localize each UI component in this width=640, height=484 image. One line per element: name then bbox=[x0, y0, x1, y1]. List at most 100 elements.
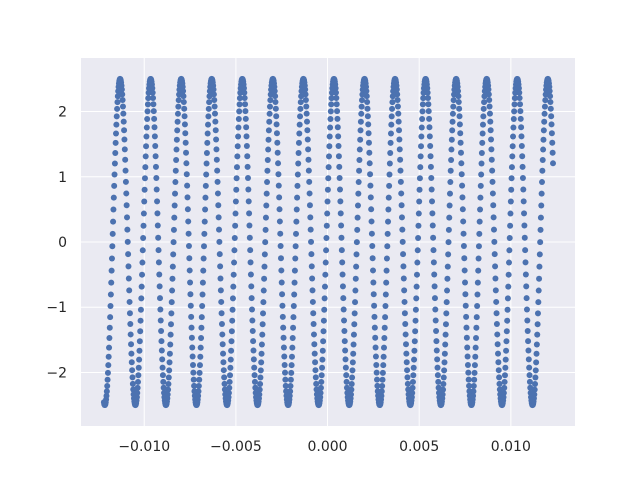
data-point bbox=[156, 283, 163, 290]
data-point bbox=[378, 392, 385, 399]
data-point bbox=[321, 306, 328, 313]
data-point bbox=[424, 85, 431, 92]
data-point bbox=[364, 99, 371, 106]
data-point bbox=[138, 283, 145, 290]
data-point bbox=[203, 171, 210, 178]
data-point bbox=[487, 118, 494, 125]
data-point bbox=[174, 127, 181, 134]
data-point bbox=[188, 313, 195, 320]
data-point bbox=[476, 230, 483, 237]
data-point bbox=[464, 361, 471, 368]
data-point bbox=[188, 334, 195, 341]
data-point bbox=[522, 259, 529, 266]
data-point bbox=[355, 190, 362, 197]
data-point bbox=[372, 353, 379, 360]
data-point bbox=[365, 139, 372, 146]
data-point bbox=[175, 103, 182, 110]
data-point bbox=[369, 242, 376, 249]
data-point bbox=[370, 279, 377, 286]
data-point bbox=[160, 378, 167, 385]
data-point bbox=[275, 182, 282, 189]
data-point bbox=[185, 230, 192, 237]
data-point bbox=[443, 299, 450, 306]
data-point bbox=[211, 97, 218, 103]
data-point bbox=[431, 283, 438, 290]
data-point bbox=[477, 182, 484, 189]
data-point bbox=[474, 302, 481, 309]
data-point bbox=[195, 388, 202, 395]
data-point bbox=[151, 124, 158, 131]
data-point bbox=[433, 347, 440, 354]
data-point bbox=[510, 133, 517, 140]
data-point bbox=[272, 99, 279, 106]
data-point bbox=[202, 206, 209, 213]
data-point bbox=[165, 386, 172, 393]
data-point bbox=[534, 321, 541, 328]
data-point bbox=[404, 367, 411, 374]
data-point bbox=[397, 178, 404, 185]
data-point bbox=[165, 381, 172, 387]
data-point bbox=[213, 136, 220, 143]
data-point bbox=[287, 388, 294, 395]
data-point bbox=[111, 171, 118, 178]
data-point bbox=[402, 331, 409, 338]
data-point bbox=[199, 279, 206, 286]
data-point bbox=[187, 302, 194, 309]
data-point bbox=[247, 259, 254, 266]
data-point bbox=[428, 175, 435, 182]
data-point bbox=[349, 359, 356, 366]
data-point bbox=[464, 353, 471, 360]
data-point bbox=[144, 108, 151, 115]
data-point bbox=[397, 167, 404, 174]
data-point bbox=[309, 298, 316, 305]
data-point bbox=[526, 372, 533, 379]
data-point bbox=[446, 214, 453, 221]
data-point bbox=[490, 202, 497, 209]
data-point bbox=[341, 328, 348, 335]
data-point bbox=[506, 247, 513, 254]
data-point bbox=[537, 214, 544, 221]
data-point bbox=[279, 302, 286, 309]
data-point bbox=[364, 105, 371, 112]
data-point bbox=[188, 324, 195, 331]
data-point bbox=[234, 143, 241, 150]
data-point bbox=[417, 164, 424, 171]
data-point bbox=[217, 287, 224, 294]
data-point bbox=[158, 338, 165, 345]
data-point bbox=[127, 331, 134, 338]
data-point bbox=[466, 382, 473, 389]
data-point bbox=[290, 314, 297, 321]
data-point bbox=[332, 85, 339, 92]
data-point bbox=[196, 376, 203, 383]
data-point bbox=[205, 105, 212, 112]
data-point bbox=[258, 350, 265, 357]
data-point bbox=[305, 167, 312, 174]
data-point bbox=[547, 105, 554, 112]
data-point bbox=[217, 275, 224, 282]
data-point bbox=[471, 369, 478, 376]
data-point bbox=[173, 156, 180, 163]
data-point bbox=[394, 97, 401, 103]
data-point bbox=[167, 341, 174, 348]
data-point bbox=[473, 334, 480, 341]
data-point bbox=[220, 367, 227, 374]
data-point bbox=[113, 130, 120, 137]
data-point bbox=[121, 127, 128, 134]
data-point bbox=[475, 243, 482, 250]
data-point bbox=[281, 361, 288, 368]
data-point bbox=[202, 182, 209, 189]
data-point bbox=[166, 367, 173, 374]
data-point bbox=[312, 374, 319, 381]
data-point bbox=[197, 353, 204, 360]
data-point bbox=[511, 95, 518, 102]
data-point bbox=[312, 367, 319, 374]
data-point bbox=[282, 369, 289, 376]
data-point bbox=[359, 97, 365, 104]
data-point bbox=[358, 110, 365, 117]
data-point bbox=[343, 378, 350, 385]
data-point bbox=[382, 291, 389, 298]
data-point bbox=[138, 295, 145, 302]
data-point bbox=[493, 321, 500, 328]
data-point bbox=[181, 105, 188, 112]
